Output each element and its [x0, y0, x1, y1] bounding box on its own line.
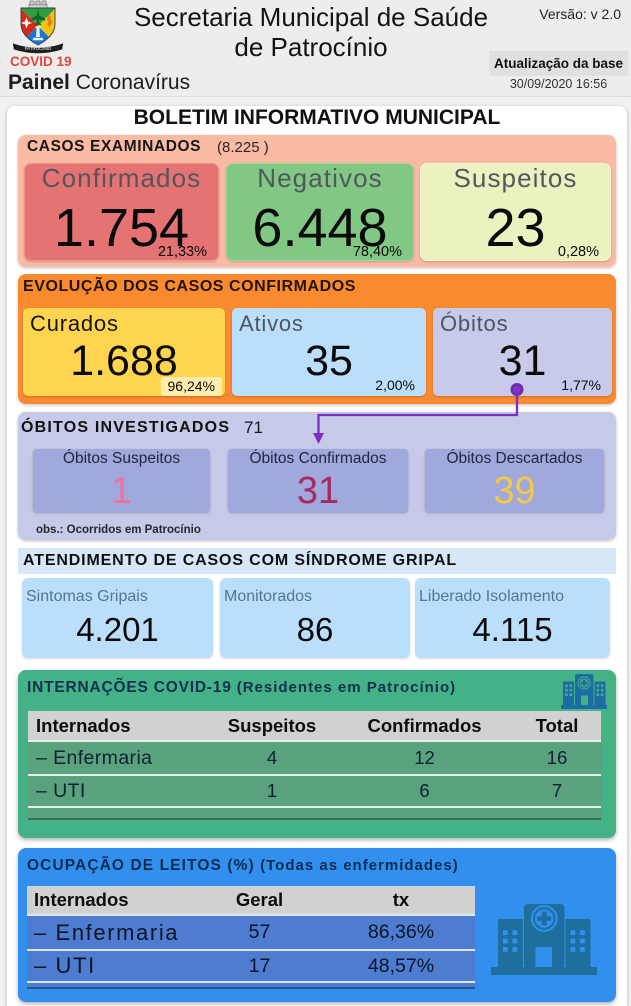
svg-text:PATROCINIO: PATROCINIO: [25, 46, 52, 51]
